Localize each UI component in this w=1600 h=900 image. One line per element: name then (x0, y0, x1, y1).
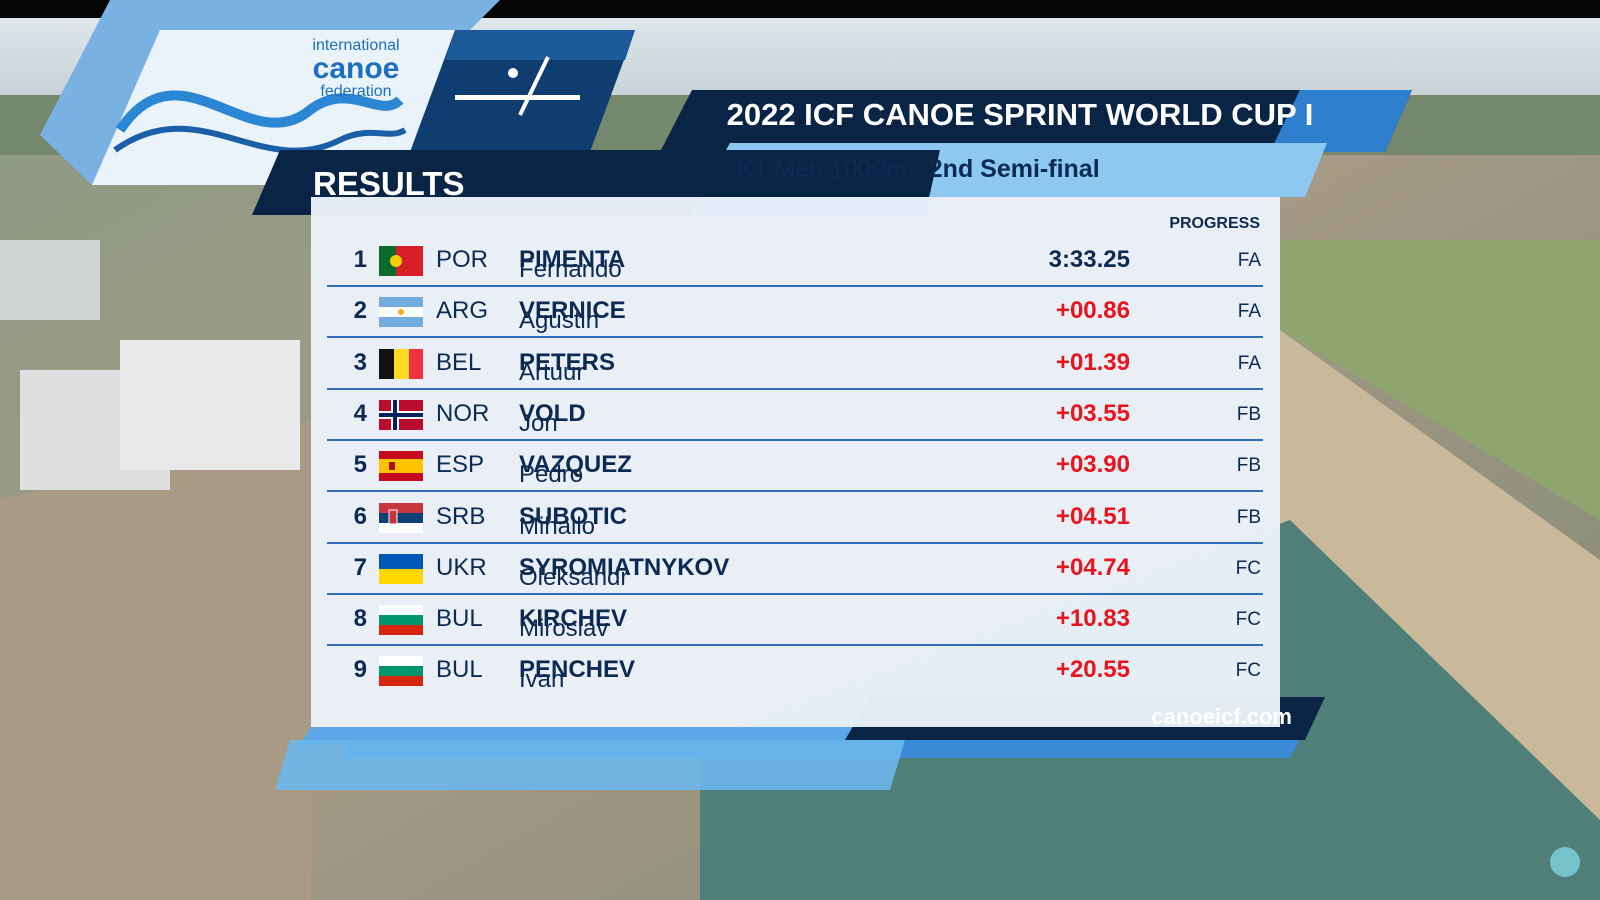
rank: 3 (353, 348, 367, 376)
logo-line: international (312, 37, 400, 54)
flag (379, 553, 423, 584)
rank: 6 (353, 502, 367, 530)
flag (379, 451, 423, 482)
time: +04.51 (1055, 502, 1130, 530)
athlete-name: Jon VOLD (519, 399, 586, 437)
event: K1 Men 1000m (737, 155, 907, 183)
last-name: PENCHEV (519, 656, 636, 684)
first-name: Artuur (519, 358, 585, 386)
rank: 4 (353, 399, 367, 427)
logo-text: international canoe federation (306, 38, 406, 100)
country-code: ESP (436, 451, 485, 479)
progress: FA (1237, 250, 1261, 271)
country-code: UKR (436, 553, 487, 581)
title: 2022 ICF CANOE SPRINT WORLD CUP I (726, 97, 1314, 132)
logo-line: canoe (312, 52, 400, 85)
last-name: SUBOTIC (519, 502, 627, 530)
progress: FC (1235, 557, 1261, 579)
athlete-name: Fernando PIMENTA (519, 246, 626, 283)
progress: FC (1235, 609, 1261, 631)
first-name: Jon (519, 409, 558, 437)
result-row: 9 BUL Ivan PENCHEV +20.55 FC (327, 646, 1263, 697)
time: +04.74 (1055, 553, 1130, 581)
first-name: Mihailo (519, 512, 596, 540)
last-name: VERNICE (519, 297, 626, 325)
athlete-name: Artuur PETERS (519, 348, 616, 386)
last-name: PETERS (519, 348, 616, 376)
phase: 2nd Semi-final (928, 155, 1100, 183)
time: +20.55 (1055, 656, 1130, 684)
country-code: POR (436, 246, 489, 273)
first-name: Oleksandr (519, 563, 629, 591)
rank: 1 (353, 246, 367, 273)
progress: FA (1237, 352, 1261, 374)
time: +01.39 (1055, 348, 1130, 376)
progress: FA (1237, 301, 1261, 323)
result-row: 8 BUL Miroslav KIRCHEV +10.83 FC (327, 595, 1263, 647)
country-code: BEL (436, 348, 482, 376)
progress: FB (1236, 506, 1261, 528)
last-name: VOLD (519, 399, 586, 427)
country-code: BUL (436, 656, 483, 684)
last-name: SYROMIATNYKOV (519, 553, 730, 581)
result-row: 4 NOR Jon VOLD +03.55 FB (327, 390, 1263, 441)
logo-line: federation (320, 83, 392, 100)
athlete-name: Agustin VERNICE (519, 297, 626, 334)
time: +03.90 (1055, 451, 1130, 479)
results-label: RESULTS (313, 165, 465, 202)
athlete-name: Miroslav KIRCHEV (519, 605, 628, 642)
first-name: Ivan (519, 666, 565, 694)
progress-header: PROGRESS (1169, 215, 1260, 232)
result-row: 5 ESP Pedro VAZQUEZ +03.90 FB (327, 441, 1263, 493)
athlete-name: Ivan PENCHEV (519, 656, 636, 693)
result-row: 2 ARG Agustin VERNICE +00.86 FA (327, 287, 1263, 339)
country-code: ARG (436, 297, 489, 325)
country-code: BUL (436, 605, 483, 633)
flag (379, 502, 423, 533)
flag (379, 605, 423, 636)
first-name: Pedro (519, 461, 584, 489)
time: +03.55 (1055, 399, 1130, 427)
first-name: Fernando (519, 256, 622, 283)
separator: - (913, 155, 922, 183)
result-row: 3 BEL Artuur PETERS +01.39 FA (327, 339, 1263, 390)
first-name: Miroslav (519, 615, 609, 643)
last-name: KIRCHEV (519, 605, 628, 633)
subtitle: K1 Men 1000m - 2nd Semi-final (737, 155, 1100, 184)
rank: 9 (353, 656, 367, 684)
result-row: 6 SRB Mihailo SUBOTIC +04.51 FB (327, 493, 1263, 544)
footer-url: canoeicf.com (1151, 704, 1292, 729)
progress: FB (1236, 403, 1261, 425)
athlete-name: Oleksandr SYROMIATNYKOV (519, 553, 730, 591)
progress: FB (1236, 455, 1261, 477)
last-name: PIMENTA (519, 246, 626, 273)
last-name: VAZQUEZ (519, 451, 632, 479)
first-name: Agustin (519, 307, 600, 335)
progress: FC (1235, 660, 1261, 682)
flag (379, 399, 423, 430)
flag (379, 246, 423, 276)
country-code: NOR (436, 399, 490, 427)
result-row: 1 POR Fernando PIMENTA 3:33.25 FA (327, 236, 1263, 287)
country-code: SRB (436, 502, 486, 530)
athlete-name: Mihailo SUBOTIC (519, 502, 627, 540)
rank: 8 (353, 605, 367, 633)
rank: 5 (353, 451, 367, 479)
flag (379, 656, 423, 687)
time: +00.86 (1055, 297, 1130, 325)
time: 3:33.25 (1048, 246, 1130, 273)
result-row: 7 UKR Oleksandr SYROMIATNYKOV +04.74 FC (327, 544, 1263, 595)
flag (379, 348, 423, 379)
athlete-name: Pedro VAZQUEZ (519, 451, 632, 488)
rank: 7 (353, 553, 367, 581)
flag (379, 297, 423, 328)
rank: 2 (353, 297, 367, 325)
time: +10.83 (1055, 605, 1130, 633)
